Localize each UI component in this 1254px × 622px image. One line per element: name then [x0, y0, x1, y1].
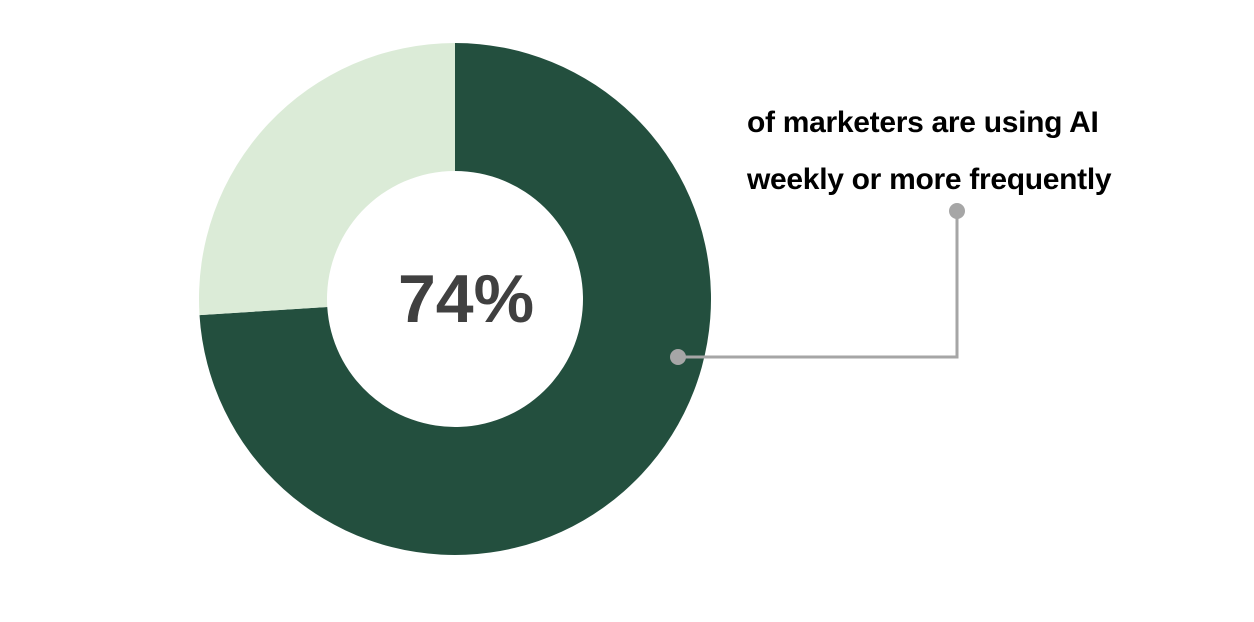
callout-line-2: weekly or more frequently — [747, 163, 1112, 196]
callout-line-1: of marketers are using AI — [747, 106, 1099, 139]
connector-line — [678, 211, 959, 359]
connector-dot-start — [670, 349, 686, 365]
center-percentage-label: 74% — [398, 261, 534, 337]
callout-connector — [670, 203, 965, 365]
donut-slice-other — [199, 43, 455, 316]
donut-slice-ai-users — [199, 43, 711, 556]
callout-text: of marketers are using AI weekly or more… — [747, 94, 1112, 208]
connector-dot-end — [949, 203, 965, 219]
